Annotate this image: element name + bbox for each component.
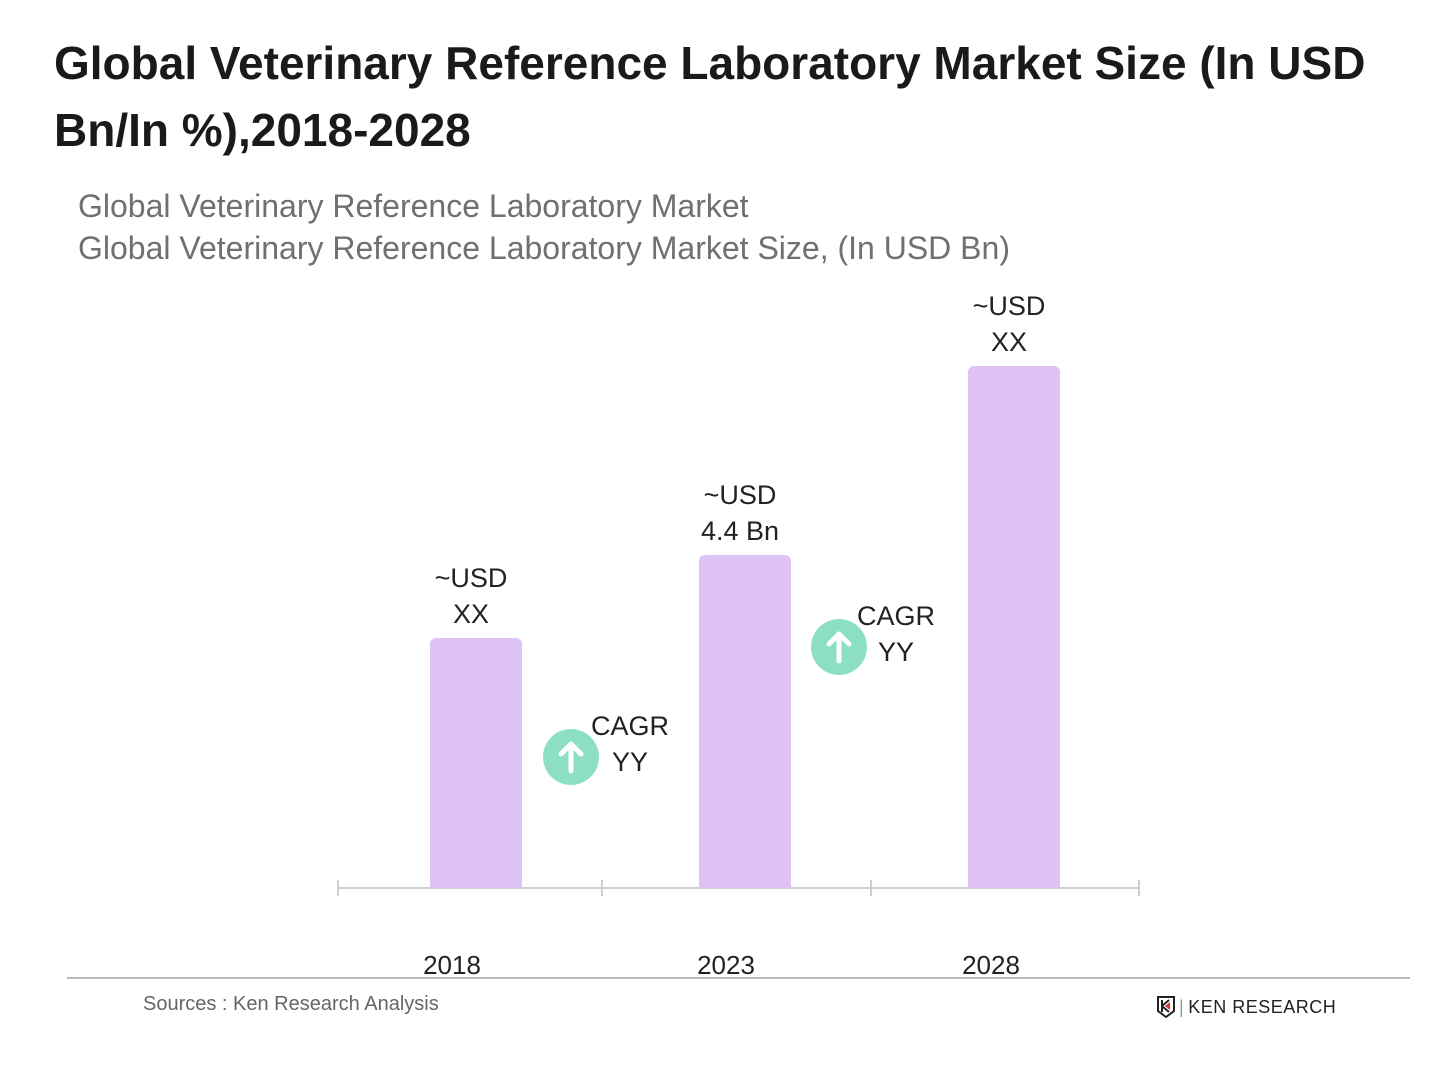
cagr-label: CAGR YY: [591, 708, 669, 780]
data-label-2018: ~USD XX: [435, 560, 508, 632]
data-label-2023: ~USD 4.4 Bn: [701, 477, 779, 549]
cagr-value: YY: [877, 637, 915, 667]
chart-subtitle: Global Veterinary Reference Laboratory M…: [78, 230, 1010, 266]
data-label-line: XX: [990, 327, 1028, 357]
ken-research-logo: | KEN RESEARCH: [1157, 996, 1336, 1018]
cagr-label: CAGR: [856, 601, 936, 631]
cagr-value: YY: [611, 747, 649, 777]
bar-2018: [430, 638, 522, 888]
x-tick-label-2023: 2023: [697, 950, 755, 980]
data-label-line: XX: [452, 599, 490, 630]
bar-2023: [699, 555, 791, 888]
data-label-line: ~USD: [434, 563, 508, 594]
logo-text: KEN RESEARCH: [1188, 996, 1337, 1017]
x-axis-tick: [1138, 880, 1140, 896]
data-label-line: ~USD: [703, 480, 777, 511]
x-axis-tick: [870, 880, 872, 896]
logo-separator: |: [1179, 996, 1185, 1017]
chart-title: Global Veterinary Reference Laboratory M…: [78, 188, 749, 224]
x-axis-tick: [601, 880, 603, 896]
x-axis-tick: [337, 880, 339, 896]
bar-2028: [968, 366, 1060, 888]
x-axis-line: [338, 887, 1139, 889]
data-label-line: 4.4 Bn: [700, 516, 780, 547]
x-tick-label-2028: 2028: [962, 950, 1020, 980]
cagr-label: CAGR: [590, 711, 670, 741]
data-label-line: ~USD: [972, 291, 1046, 321]
data-label-2028: ~USD XX: [973, 288, 1046, 360]
arrow-up-circle-icon: [811, 619, 867, 675]
page-title: Global Veterinary Reference Laboratory M…: [54, 37, 1366, 156]
ken-logo-icon: [1157, 996, 1175, 1018]
source-note: Sources : Ken Research Analysis: [143, 993, 439, 1015]
x-tick-label-2018: 2018: [423, 950, 481, 980]
arrow-up-circle-icon: [543, 729, 599, 785]
cagr-label: CAGR YY: [857, 598, 935, 670]
footer-divider: [67, 977, 1410, 979]
